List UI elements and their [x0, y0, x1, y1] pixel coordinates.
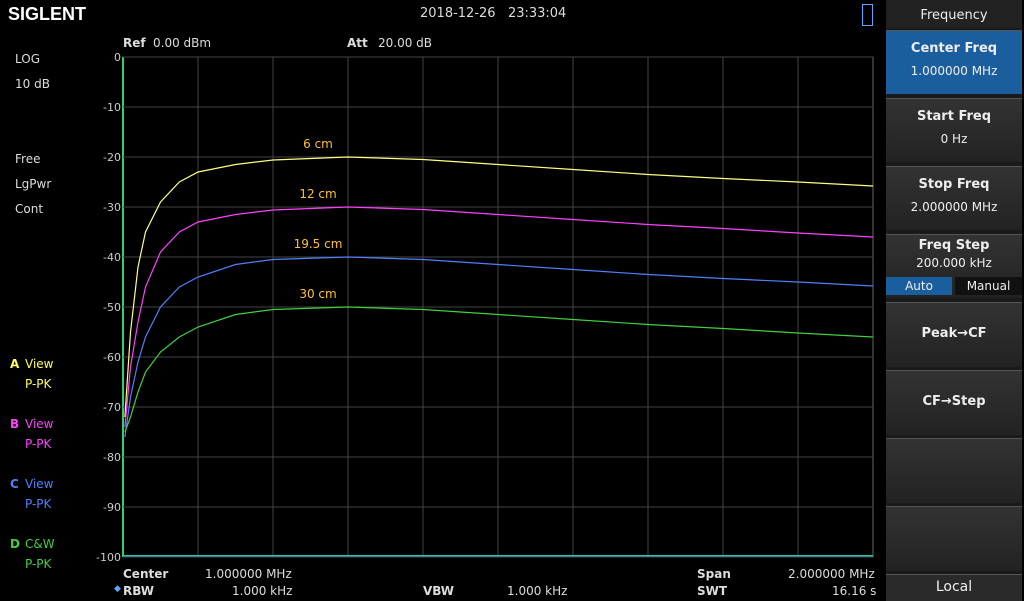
empty-key[interactable] [886, 438, 1022, 503]
trace-letter: C [10, 477, 19, 491]
battery-icon [862, 4, 873, 26]
menu-title: Frequency [886, 0, 1022, 28]
empty-key[interactable] [886, 506, 1022, 571]
y-tick-label: -80 [103, 451, 121, 464]
trace [124, 256, 874, 438]
cf-step-key[interactable]: CF→Step [886, 370, 1022, 435]
key-label: Center Freq [910, 41, 998, 56]
center-freq-key[interactable]: Center Freq 1.000000 MHz [886, 30, 1022, 94]
key-label: Stop Freq [918, 177, 990, 192]
peak-cf-key[interactable]: Peak→CF [886, 302, 1022, 367]
vbw-value: 1.000 kHz [507, 584, 568, 598]
scale: LOG [15, 52, 41, 66]
trace-annotation: 19.5 cm [294, 237, 343, 251]
trigger: Free [15, 152, 41, 166]
brand: SIGLENT [8, 4, 87, 24]
trace [124, 156, 874, 418]
center-value: 1.000000 MHz [205, 567, 292, 581]
sweep: Cont [15, 202, 44, 216]
manual-option[interactable]: Manual [955, 277, 1022, 295]
trace-annotation: 30 cm [299, 287, 336, 301]
key-label: Freq Step [918, 238, 990, 253]
span-value: 2.000000 MHz [788, 567, 875, 581]
key-value: 1.000000 MHz [910, 64, 998, 78]
y-tick-label: -50 [103, 301, 121, 314]
trace-letter: A [10, 357, 20, 371]
swt-label: SWT [697, 584, 728, 598]
freq-step-key[interactable]: Freq Step 200.000 kHz Auto Manual [886, 234, 1022, 298]
trace-det: P-PK [25, 437, 52, 451]
swt-value: 16.16 s [832, 584, 877, 598]
key-label: Peak→CF [921, 326, 987, 341]
stop-freq-key[interactable]: Stop Freq 2.000000 MHz [886, 166, 1022, 230]
y-tick-label: -60 [103, 351, 121, 364]
key-value: 2.000000 MHz [910, 200, 998, 214]
rbw-value: 1.000 kHz [232, 584, 293, 598]
y-tick-label: -30 [103, 201, 121, 214]
span-label: Span [697, 567, 731, 581]
trace-annotation: 6 cm [303, 137, 333, 151]
y-tick-label: -40 [103, 251, 121, 264]
center-label: Center [123, 567, 169, 581]
datetime: 2018-12-26 23:33:04 [420, 6, 567, 21]
trace-det: P-PK [25, 497, 52, 511]
y-tick-label: -70 [103, 401, 121, 414]
trace-mode: View [25, 357, 54, 371]
trace [124, 206, 874, 428]
trace-mode: View [25, 477, 54, 491]
ref-value: 0.00 dBm [153, 36, 212, 50]
spectrum-plot: 0 -10 -20 -30 -40 -50 -60 -70 -80 -90 -100 6 cm 12 c… [96, 51, 874, 564]
auto-option[interactable]: Auto [886, 277, 952, 295]
trace-letter: B [10, 417, 20, 431]
y-tick-label: 0 [114, 51, 121, 64]
trace-det: P-PK [25, 557, 52, 571]
trace-det: P-PK [25, 377, 52, 391]
key-label: Start Freq [916, 109, 992, 124]
div: 10 dB [15, 77, 50, 91]
ref-label: Ref [123, 36, 146, 50]
key-value: 0 Hz [940, 132, 968, 146]
y-tick-label: -10 [103, 101, 121, 114]
key-label: CF→Step [922, 394, 986, 409]
y-tick-label: -20 [103, 151, 121, 164]
rbw-label: RBW [123, 584, 154, 598]
y-tick-label: -100 [96, 551, 121, 564]
trace-mode: View [25, 417, 54, 431]
softkey-menu: Frequency Center Freq 1.000000 MHz Start … [886, 0, 1022, 601]
start-freq-key[interactable]: Start Freq 0 Hz [886, 98, 1022, 162]
detector: LgPwr [15, 177, 52, 191]
trace-letter: D [10, 537, 20, 551]
key-value: 200.000 kHz [916, 256, 992, 270]
att-label: Att [347, 36, 368, 50]
vbw-label: VBW [423, 584, 455, 598]
y-tick-label: -90 [103, 501, 121, 514]
trace-mode: C&W [25, 537, 55, 551]
trace [124, 306, 874, 433]
att-value: 20.00 dB [378, 36, 433, 50]
rbw-marker: ◆ [114, 584, 121, 594]
local-status: Local [886, 574, 1022, 601]
trace-annotation: 12 cm [299, 187, 336, 201]
